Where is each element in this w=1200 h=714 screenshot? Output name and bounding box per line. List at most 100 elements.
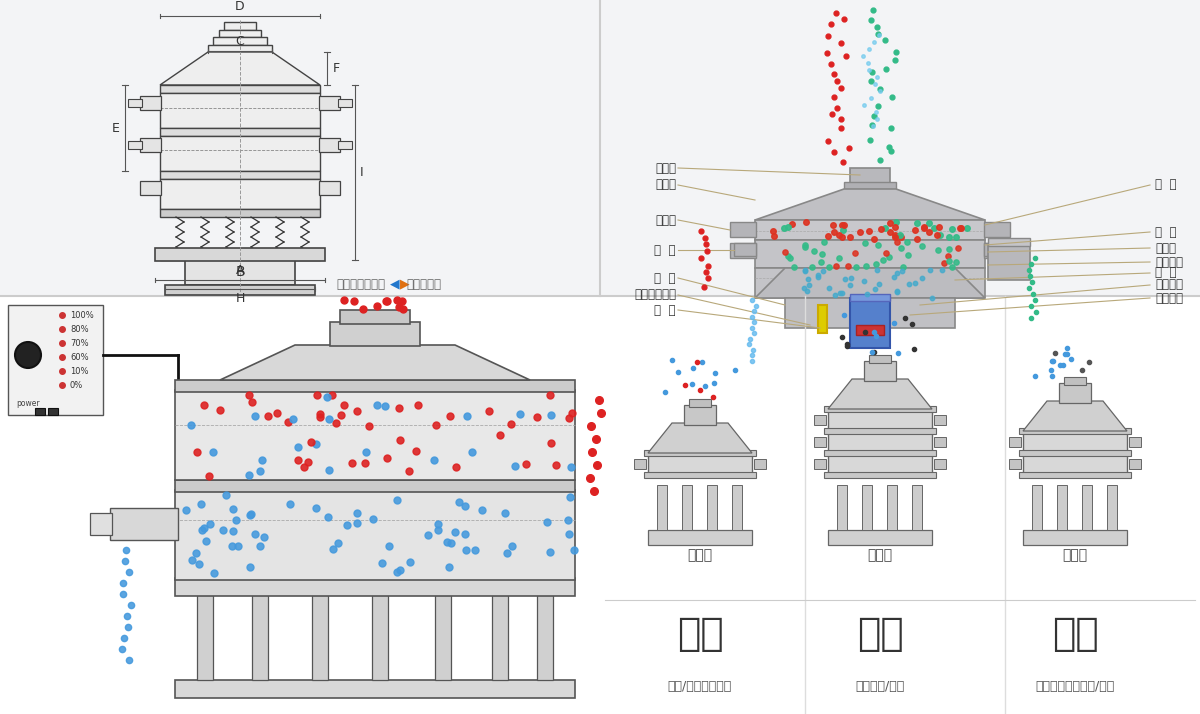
Bar <box>689 399 710 407</box>
Bar <box>160 85 320 93</box>
Bar <box>319 96 340 110</box>
Bar <box>824 472 936 478</box>
Bar <box>1060 383 1091 403</box>
Bar <box>648 530 752 545</box>
Bar <box>538 595 553 680</box>
Bar <box>934 459 946 469</box>
Bar <box>785 298 955 328</box>
Bar <box>856 325 884 335</box>
Text: 出料口: 出料口 <box>655 213 676 226</box>
Text: 双层式: 双层式 <box>1062 548 1087 562</box>
Text: 单层式: 单层式 <box>688 548 713 562</box>
Bar <box>1082 485 1092 530</box>
Bar <box>160 128 320 136</box>
Bar <box>869 355 890 363</box>
Bar <box>754 459 766 469</box>
Text: 10%: 10% <box>70 366 89 376</box>
Bar <box>648 453 752 475</box>
Bar <box>838 485 847 530</box>
Bar <box>1108 485 1117 530</box>
Text: H: H <box>235 292 245 305</box>
Text: 机  座: 机 座 <box>654 303 676 316</box>
Bar <box>8 305 103 415</box>
Polygon shape <box>755 268 985 298</box>
Text: 筛  网: 筛 网 <box>1154 178 1176 191</box>
Text: 60%: 60% <box>70 353 89 361</box>
Bar <box>338 141 352 149</box>
Bar <box>128 99 142 107</box>
Bar <box>128 141 142 149</box>
Bar <box>1009 459 1021 469</box>
Text: 过滤: 过滤 <box>857 615 904 653</box>
Bar <box>48 408 58 415</box>
Text: E: E <box>112 121 120 134</box>
Bar <box>844 182 896 189</box>
Bar <box>1129 459 1141 469</box>
Text: 除杂: 除杂 <box>1051 615 1098 653</box>
Bar <box>644 472 756 478</box>
Bar <box>1057 485 1067 530</box>
Bar <box>634 459 646 469</box>
Bar <box>1019 428 1132 434</box>
Text: 上部重锤: 上部重锤 <box>1154 256 1183 268</box>
Bar <box>988 244 1030 280</box>
Bar <box>372 595 388 680</box>
Text: I: I <box>360 166 364 178</box>
Bar <box>934 415 946 425</box>
Bar <box>220 30 262 37</box>
Bar <box>682 485 692 530</box>
Bar <box>338 99 352 107</box>
Bar <box>755 220 985 240</box>
Bar <box>175 578 575 596</box>
Bar <box>0 0 600 296</box>
Text: 分级: 分级 <box>677 615 724 653</box>
Bar <box>312 595 328 680</box>
Text: 振动电机: 振动电机 <box>1154 278 1183 291</box>
Bar <box>984 222 1010 237</box>
Bar <box>818 305 827 333</box>
Bar <box>684 405 716 425</box>
Bar <box>436 595 451 680</box>
Text: 去除液体中的颗粒/异物: 去除液体中的颗粒/异物 <box>1036 680 1115 693</box>
Text: 三层式: 三层式 <box>868 548 893 562</box>
Bar <box>850 168 890 184</box>
Text: 100%: 100% <box>70 311 94 319</box>
Bar <box>1019 450 1132 456</box>
Bar <box>140 138 161 152</box>
Text: 结构示意图: 结构示意图 <box>406 278 442 291</box>
Text: 加重块: 加重块 <box>1154 241 1176 254</box>
Bar <box>160 209 320 217</box>
Polygon shape <box>160 52 320 85</box>
Bar <box>214 37 266 45</box>
Bar <box>828 409 932 475</box>
Text: 颗粒/粉末准确分级: 颗粒/粉末准确分级 <box>668 680 732 693</box>
Bar <box>600 0 1200 296</box>
Text: 网  架: 网 架 <box>1154 226 1176 238</box>
Bar <box>160 136 320 171</box>
Bar <box>912 485 922 530</box>
Bar <box>160 179 320 209</box>
Bar <box>1032 485 1042 530</box>
Text: 0%: 0% <box>70 381 83 390</box>
Bar <box>160 252 320 260</box>
Text: 运输固定螺栓: 运输固定螺栓 <box>634 288 676 301</box>
Bar <box>934 437 946 447</box>
Bar <box>492 595 508 680</box>
Bar <box>197 595 214 680</box>
Bar <box>175 480 575 492</box>
Bar <box>814 415 826 425</box>
Circle shape <box>14 342 41 368</box>
Bar <box>175 490 575 580</box>
Text: B: B <box>235 265 245 279</box>
Polygon shape <box>755 189 985 220</box>
Polygon shape <box>1022 401 1127 431</box>
Bar <box>160 93 320 128</box>
Bar <box>0 296 1200 714</box>
Bar <box>340 310 410 324</box>
Bar <box>824 406 936 412</box>
Bar <box>730 222 756 237</box>
Bar <box>1009 437 1021 447</box>
Text: 外形尺寸示意图: 外形尺寸示意图 <box>336 278 385 291</box>
Text: 弹  簧: 弹 簧 <box>654 271 676 284</box>
Bar <box>319 138 340 152</box>
